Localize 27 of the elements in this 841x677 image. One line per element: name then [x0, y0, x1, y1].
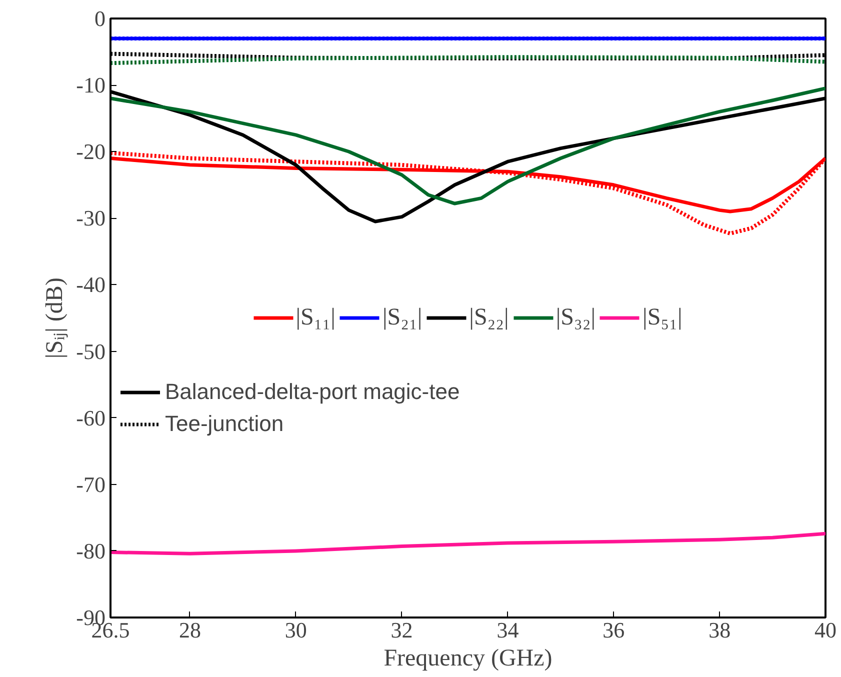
y-tick-label: -40 [76, 272, 106, 298]
y-tick-label: 0 [94, 6, 106, 31]
line-series [110, 86, 826, 206]
y-axis-title: |Sᵢⱼ| (dB) [42, 278, 68, 358]
line-series [110, 532, 826, 556]
x-axis-title: Frequency (GHz) [384, 646, 552, 672]
y-tick-label: -10 [76, 72, 106, 98]
y-tick-label: -70 [76, 472, 106, 497]
y-tick-label: -30 [76, 206, 106, 231]
annotation: Balanced-delta-port magic-tee [165, 379, 460, 405]
y-tick-label: -60 [76, 405, 106, 430]
y-tick-label: -50 [76, 338, 106, 364]
legend-label: |S₂₂| [469, 304, 509, 331]
x-tick-label: 28 [178, 618, 201, 642]
y-tick-label: -20 [76, 139, 106, 164]
legend-label: |S₁₁| [296, 304, 336, 331]
legend-label: |S₃₂| [556, 304, 596, 331]
x-tick-label: 36 [602, 618, 625, 642]
x-tick-label: 32 [390, 618, 413, 642]
y-tick-label: -80 [76, 538, 106, 564]
legend-label: |S₅₁| [642, 304, 682, 331]
x-tick-label: 38 [708, 618, 731, 642]
x-tick-label: 34 [496, 618, 519, 642]
x-tick-label: 40 [814, 618, 836, 642]
legend-label: |S₂₁| [382, 304, 422, 331]
annotation: Tee-junction [165, 411, 284, 437]
x-tick-label: 30 [284, 618, 307, 642]
